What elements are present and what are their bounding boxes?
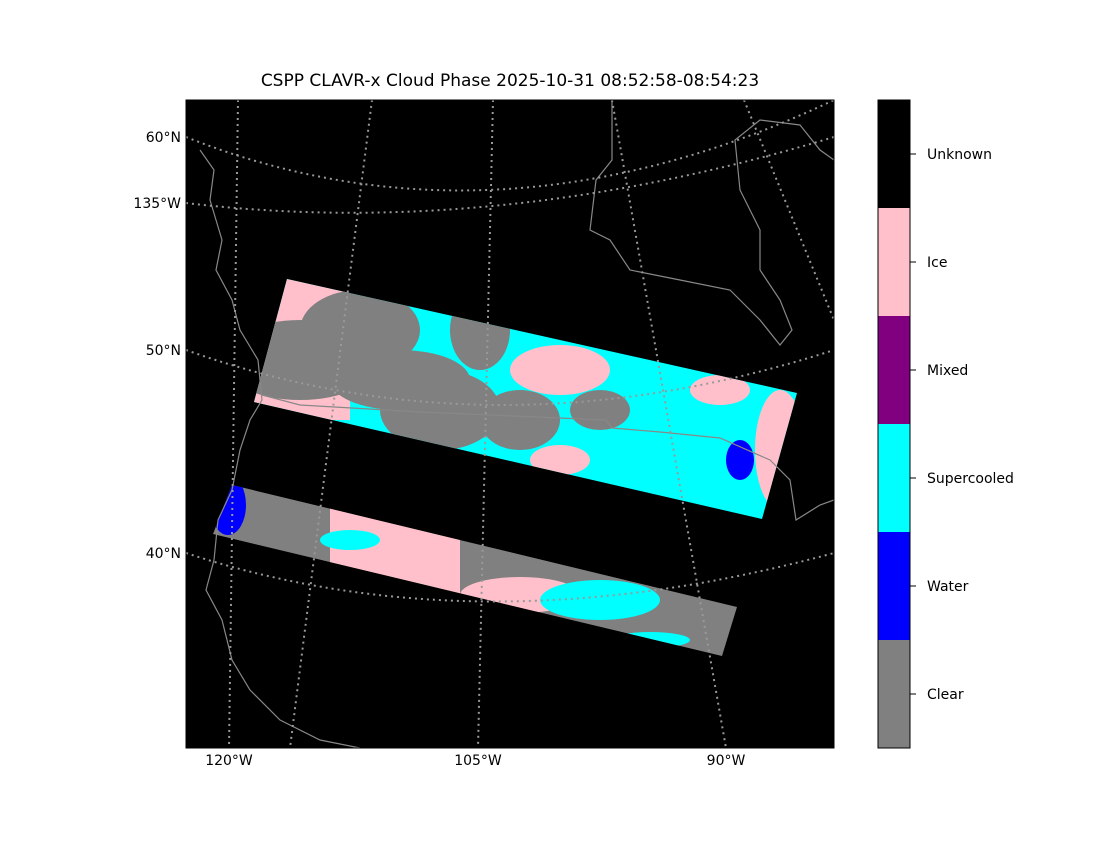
colorbar-label: Supercooled: [927, 471, 1014, 487]
lat-label: 135°W: [133, 196, 181, 212]
patch: [510, 345, 610, 395]
lat-label: 40°N: [146, 546, 181, 562]
graticule: [186, 349, 834, 406]
graticule: [743, 100, 834, 321]
lat-label: 60°N: [146, 130, 181, 146]
patch: [540, 580, 660, 620]
colorbar-segment: [878, 640, 910, 748]
colorbar-label: Ice: [927, 255, 947, 271]
patch: [480, 390, 560, 450]
colorbar-segment: [878, 208, 910, 316]
graticule: [611, 100, 727, 748]
graticule: [186, 100, 834, 192]
graticule: [228, 100, 239, 748]
colorbar-label: Mixed: [927, 363, 968, 379]
colorbar-segment: [878, 532, 910, 640]
lon-label: 105°W: [454, 753, 502, 769]
patch: [530, 445, 590, 475]
colorbar-label: Clear: [927, 687, 964, 703]
lon-label: 90°W: [707, 753, 746, 769]
patch: [690, 375, 750, 405]
patch: [380, 370, 500, 450]
colorbar-segment: [878, 100, 910, 208]
coastline: [199, 149, 361, 748]
border: [261, 394, 834, 521]
colorbar-segment: [878, 424, 910, 532]
colorbar: Clear Water Supercooled Mixed Ice Unknown: [877, 99, 1014, 749]
colorbar-label: Unknown: [927, 147, 992, 163]
graticule: [477, 100, 494, 748]
patch: [726, 440, 754, 480]
title: CSPP CLAVR-x Cloud Phase 2025-10-31 08:5…: [261, 71, 759, 91]
map-frame: [185, 99, 835, 749]
patch: [320, 530, 380, 550]
graticule: [289, 100, 373, 748]
hudson-bay: [589, 100, 834, 346]
colorbar-label: Water: [927, 579, 969, 595]
colorbar-frame: [877, 99, 911, 749]
lon-label: 120°W: [205, 753, 253, 769]
lat-label: 50°N: [146, 343, 181, 359]
colorbar-segment: [878, 316, 910, 424]
patch: [570, 390, 630, 430]
